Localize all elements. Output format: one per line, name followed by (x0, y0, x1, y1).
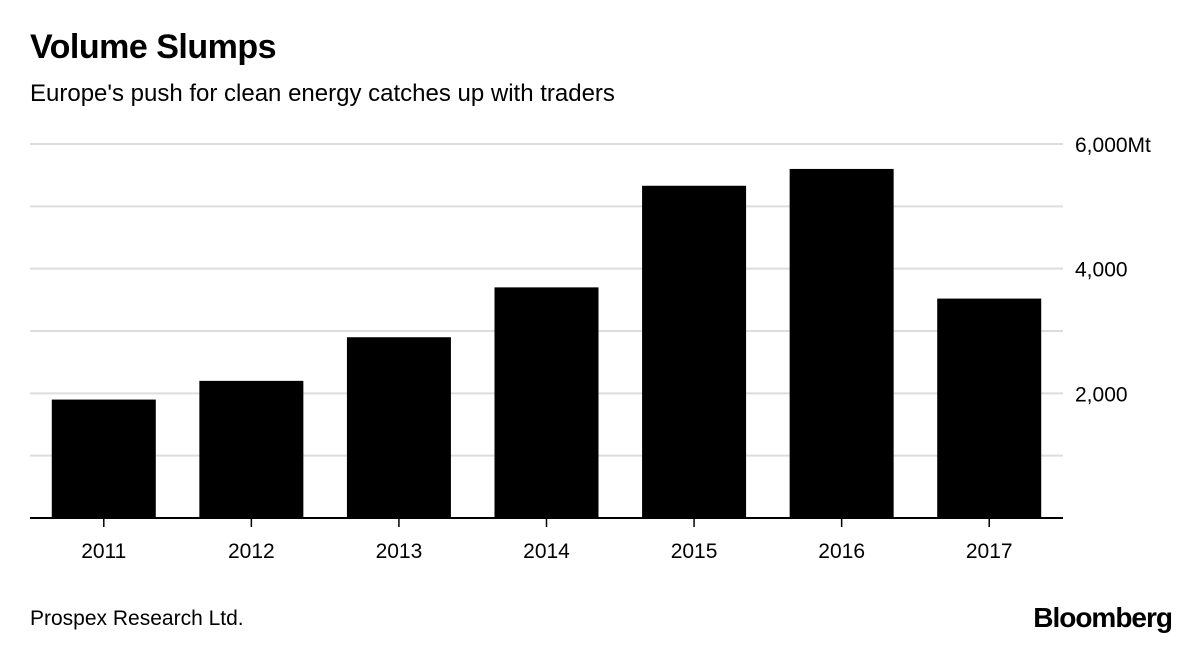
bar-2014 (494, 287, 599, 518)
y-tick-label: 6,000Mt (1075, 134, 1151, 157)
y-tick-label: 4,000 (1075, 259, 1128, 282)
bar-2015 (642, 185, 747, 518)
bar-2011 (51, 399, 156, 518)
x-tick-label: 2011 (81, 540, 126, 563)
x-tick-label: 2014 (523, 540, 570, 563)
x-tick-label: 2012 (228, 540, 275, 563)
chart-subtitle: Europe's push for clean energy catches u… (30, 80, 615, 107)
x-tick-label: 2016 (818, 540, 865, 563)
bar-2012 (199, 380, 304, 518)
chart-title: Volume Slumps (30, 28, 277, 66)
bar-2017 (937, 298, 1042, 518)
bar-2013 (346, 337, 451, 518)
y-tick-label: 2,000 (1075, 383, 1128, 406)
x-tick-label: 2013 (376, 540, 423, 563)
x-tick-label: 2017 (966, 540, 1013, 563)
x-tick-label: 2015 (671, 540, 718, 563)
bar-2016 (789, 168, 894, 518)
bloomberg-logo: Bloomberg (1033, 602, 1173, 633)
source-note: Prospex Research Ltd. (30, 607, 244, 630)
